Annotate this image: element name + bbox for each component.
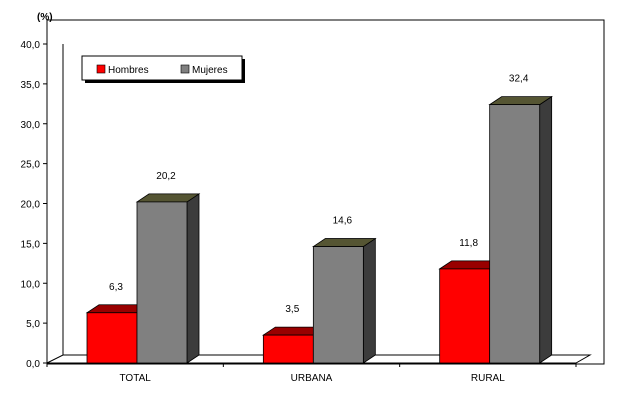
bar-hombres-rural <box>439 268 491 364</box>
y-tick-label: 30,0 <box>21 120 41 131</box>
legend-swatch-hombres <box>96 64 106 74</box>
y-axis-unit-label: (%) <box>37 12 53 23</box>
y-tick-label: 15,0 <box>21 239 41 250</box>
x-tick-label: RURAL <box>471 373 505 384</box>
bar-mujeres-urbana <box>312 246 364 364</box>
y-tick-label: 5,0 <box>26 319 40 330</box>
x-tick-label: URBANA <box>291 373 333 384</box>
bar-hombres-total <box>86 312 138 364</box>
bars-group <box>85 95 553 364</box>
legend-swatch-mujeres <box>180 64 190 74</box>
data-label-mujeres: 32,4 <box>509 74 529 85</box>
data-labels-group: 6,3 20,2 3,5 14,6 11,8 32,4 <box>109 74 529 315</box>
data-label-hombres: 3,5 <box>285 304 299 315</box>
legend: Hombres Mujeres <box>81 55 245 83</box>
legend-label-mujeres: Mujeres <box>192 65 228 76</box>
y-tick-label: 35,0 <box>21 80 41 91</box>
data-label-mujeres: 14,6 <box>333 216 353 227</box>
y-tick-label: 20,0 <box>21 200 41 211</box>
data-label-mujeres: 20,2 <box>156 171 176 182</box>
y-tick-label: 25,0 <box>21 160 41 171</box>
bar-side-mujeres <box>362 237 376 364</box>
data-label-hombres: 11,8 <box>459 238 478 249</box>
legend-label-hombres: Hombres <box>108 65 149 76</box>
bar-mujeres-total <box>136 201 188 364</box>
bar-hombres-urbana <box>262 334 314 364</box>
data-label-hombres: 6,3 <box>109 282 123 293</box>
bar-side-mujeres <box>539 95 553 364</box>
y-tick-label: 10,0 <box>21 279 41 290</box>
bar-side-mujeres <box>186 193 200 364</box>
legend-box <box>81 55 243 81</box>
y-tick-label: 0,0 <box>26 359 40 370</box>
y-tick-label: 40,0 <box>21 40 41 51</box>
x-tick-label: TOTAL <box>120 373 152 384</box>
bar-mujeres-rural <box>489 104 541 364</box>
